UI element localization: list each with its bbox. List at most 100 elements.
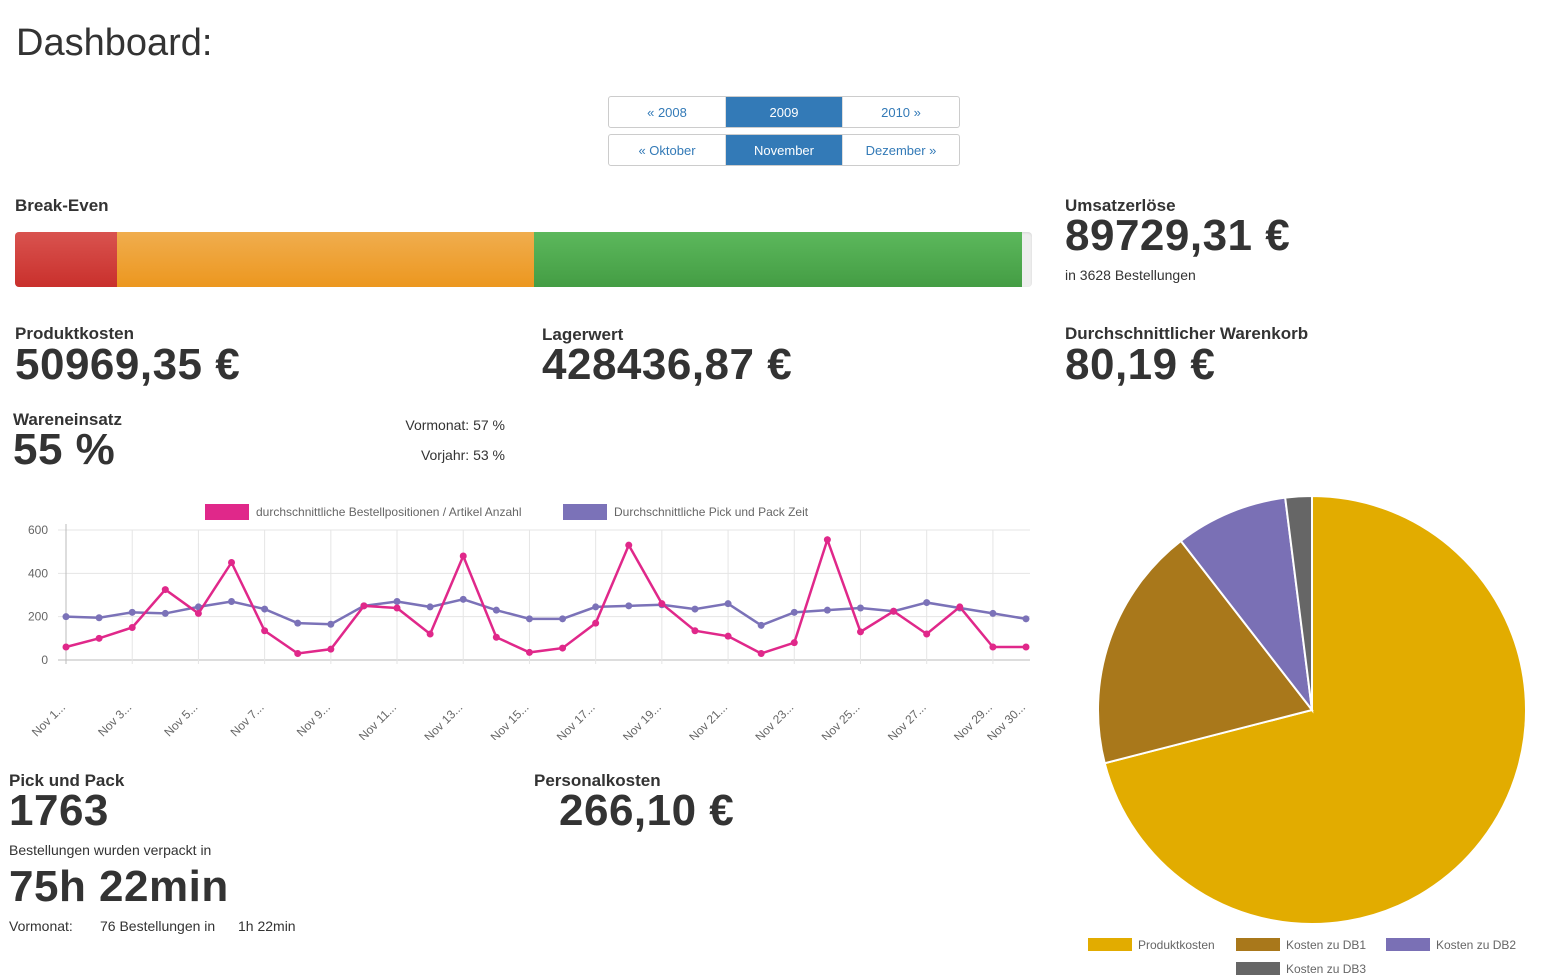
data-point xyxy=(724,600,732,608)
x-tick-label: Nov 27... xyxy=(885,700,929,740)
pick-pack-vormonat-label: Vormonat: xyxy=(9,918,73,934)
prev-year-button[interactable]: « 2008 xyxy=(609,97,726,127)
series-line xyxy=(65,598,1027,627)
y-tick-label: 0 xyxy=(41,653,48,667)
data-point xyxy=(757,621,765,629)
data-point xyxy=(856,604,864,612)
data-point xyxy=(525,615,533,623)
warenkorb-value: 80,19 € xyxy=(1065,340,1216,389)
pie-legend-swatch xyxy=(1386,938,1430,951)
current-month-button[interactable]: November xyxy=(726,135,843,165)
data-point xyxy=(1022,643,1030,651)
break-even-segment-red xyxy=(15,232,117,287)
pick-pack-label: Pick und Pack xyxy=(9,771,125,790)
data-point xyxy=(261,627,269,635)
x-tick-label: Nov 21... xyxy=(686,700,730,740)
data-point xyxy=(790,639,798,647)
pick-pack-vormonat-orders: 76 Bestellungen in xyxy=(100,918,216,934)
data-point xyxy=(923,599,931,607)
data-point xyxy=(294,650,302,657)
data-point xyxy=(757,650,765,657)
data-point xyxy=(393,604,401,612)
data-point xyxy=(559,615,567,623)
data-point xyxy=(95,634,103,642)
break-even-segment-orange xyxy=(116,232,534,287)
data-point xyxy=(691,627,699,635)
data-point xyxy=(492,606,500,614)
data-point xyxy=(492,633,500,641)
data-point xyxy=(823,606,831,614)
data-point xyxy=(128,624,136,631)
data-point xyxy=(161,586,169,594)
pie-slice xyxy=(1179,496,1314,714)
data-point xyxy=(228,598,236,605)
x-tick-label: Nov 25... xyxy=(819,700,863,740)
data-point xyxy=(658,600,666,608)
prev-month-button[interactable]: « Oktober xyxy=(609,135,726,165)
data-point xyxy=(856,628,864,636)
x-tick-label: Nov 13... xyxy=(422,700,466,740)
data-point xyxy=(989,643,997,651)
umsatz-value: 89729,31 € xyxy=(1065,211,1291,260)
year-pager: « 2008 2009 2010 » xyxy=(608,96,960,128)
data-point xyxy=(393,598,401,605)
data-point xyxy=(691,605,699,613)
wareneinsatz-vormonat: Vormonat: 57 % xyxy=(405,417,505,433)
produktkosten-label: Produktkosten xyxy=(15,324,135,343)
pie-legend-swatch xyxy=(1088,938,1132,951)
break-even-segment-green xyxy=(533,232,1022,287)
data-point xyxy=(525,648,533,656)
legend-swatch xyxy=(205,504,249,520)
data-point xyxy=(426,630,434,638)
wareneinsatz-value: 55 % xyxy=(13,425,116,474)
data-point xyxy=(956,603,964,611)
pie-legend-label: Kosten zu DB2 xyxy=(1436,938,1516,952)
legend-swatch xyxy=(563,504,607,520)
wareneinsatz-vorjahr: Vorjahr: 53 % xyxy=(420,447,505,463)
data-point xyxy=(426,603,434,611)
data-point xyxy=(989,609,997,617)
data-point xyxy=(790,608,798,616)
y-tick-label: 200 xyxy=(28,610,48,624)
data-point xyxy=(625,602,633,610)
x-tick-label: Nov 17... xyxy=(554,700,598,740)
x-tick-label: Nov 15... xyxy=(488,700,532,740)
current-year-button[interactable]: 2009 xyxy=(726,97,843,127)
data-point xyxy=(559,644,567,652)
next-month-button[interactable]: Dezember » xyxy=(865,142,937,158)
produktkosten-value: 50969,35 € xyxy=(15,340,241,389)
pie-slice xyxy=(1103,494,1527,925)
y-tick-label: 400 xyxy=(28,566,48,580)
data-point xyxy=(62,643,70,651)
pie-slice xyxy=(1097,539,1314,765)
lagerwert-label: Lagerwert xyxy=(542,325,624,344)
data-point xyxy=(592,619,600,627)
umsatz-sub: in 3628 Bestellungen xyxy=(1065,267,1196,283)
pick-pack-vormonat-time: 1h 22min xyxy=(238,918,296,934)
month-pager: « Oktober November Dezember » xyxy=(608,134,960,166)
pick-pack-sub: Bestellungen wurden verpackt in xyxy=(9,842,212,858)
data-point xyxy=(625,541,633,549)
break-even-progress xyxy=(15,232,1032,287)
data-point xyxy=(194,609,202,617)
personalkosten-value: 266,10 € xyxy=(559,786,735,835)
pie-legend-label: Produktkosten xyxy=(1138,938,1215,952)
pie-slice xyxy=(1284,494,1313,711)
data-point xyxy=(62,613,70,621)
lagerwert-value: 428436,87 € xyxy=(542,340,793,389)
next-year-button[interactable]: 2010 » xyxy=(881,104,921,120)
data-point xyxy=(592,603,600,611)
data-point xyxy=(128,608,136,616)
data-point xyxy=(923,630,931,638)
pie-legend-label: Kosten zu DB1 xyxy=(1286,938,1366,952)
data-point xyxy=(360,602,368,610)
data-point xyxy=(890,607,898,615)
pie-chart: Produktkosten Kosten zu DB1 Kosten zu DB2 K… xyxy=(1088,494,1527,976)
pie-legend-label: Kosten zu DB3 xyxy=(1286,962,1366,976)
series-line xyxy=(65,535,1026,655)
x-tick-label: Nov 1... xyxy=(29,700,68,739)
data-point xyxy=(161,609,169,617)
data-point xyxy=(261,605,269,613)
data-point xyxy=(228,559,236,566)
x-tick-label: Nov 19... xyxy=(620,700,664,740)
